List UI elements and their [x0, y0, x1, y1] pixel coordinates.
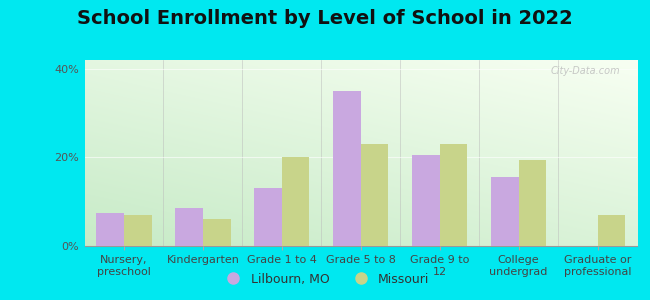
Bar: [254, 188, 282, 246]
Bar: [333, 91, 361, 246]
Bar: [412, 155, 439, 246]
Bar: [491, 177, 519, 246]
Bar: [124, 215, 151, 246]
Bar: [282, 158, 309, 246]
Text: City-Data.com: City-Data.com: [551, 66, 620, 76]
Text: School Enrollment by Level of School in 2022: School Enrollment by Level of School in …: [77, 9, 573, 28]
Bar: [176, 208, 203, 246]
Bar: [597, 215, 625, 246]
Bar: [519, 160, 546, 246]
Legend: Lilbourn, MO, Missouri: Lilbourn, MO, Missouri: [216, 268, 434, 291]
Bar: [439, 144, 467, 246]
Bar: [96, 213, 124, 246]
Bar: [203, 219, 231, 246]
Bar: [361, 144, 389, 246]
